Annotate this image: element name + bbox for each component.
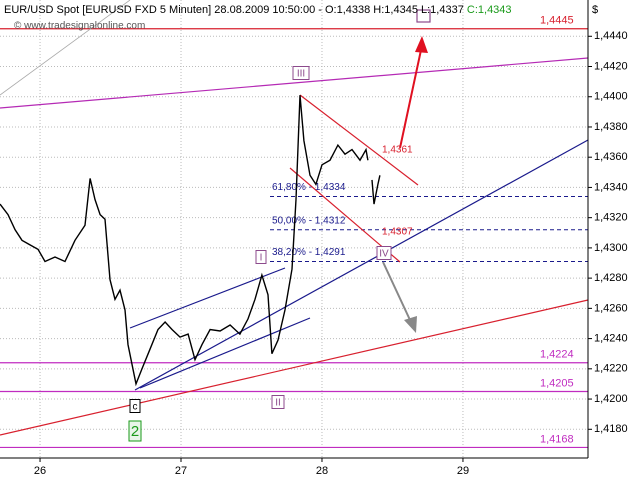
- y-tick-label: 1,4360: [594, 151, 628, 163]
- y-tick-label: 1,4440: [594, 30, 628, 42]
- wave-label: II: [275, 398, 281, 409]
- wave-label: 2: [131, 423, 139, 440]
- y-tick-label: 1,4300: [594, 242, 628, 254]
- y-tick-label: 1,4340: [594, 181, 628, 193]
- level-label: 1,4445: [540, 15, 574, 27]
- trend-line: [0, 0, 131, 96]
- trend-line: [0, 57, 589, 109]
- y-tick-label: 1,4260: [594, 302, 628, 314]
- close-label: C:1,4343: [467, 4, 512, 16]
- wave-label: IV: [379, 249, 389, 260]
- wave-box: [376, 246, 392, 260]
- y-tick-label: 1,4240: [594, 332, 628, 344]
- watermark: © www.tradesignalonline.com: [14, 21, 145, 32]
- trend-line: [134, 139, 589, 391]
- trend-line: [0, 299, 589, 436]
- y-tick-label: 1,4200: [594, 393, 628, 405]
- y-tick-label: 1,4280: [594, 272, 628, 284]
- y-tick-label: 1,4380: [594, 121, 628, 133]
- wave-box: [416, 9, 431, 23]
- x-tick-label: 29: [457, 465, 469, 477]
- level-label: 1,4168: [540, 433, 574, 445]
- price-line: [0, 95, 381, 387]
- trend-lines: [0, 0, 589, 436]
- wave-box: [128, 420, 142, 442]
- fib-label: 38,20% - 1,4291: [272, 247, 346, 258]
- level-label: 1,4205: [540, 377, 574, 389]
- y-tick-label: 1,4400: [594, 91, 628, 103]
- axis-unit: $: [592, 4, 598, 16]
- wave-label: III: [297, 69, 305, 80]
- wave-label: c: [133, 402, 138, 413]
- price-note: 1,4307: [382, 227, 413, 238]
- wave-box: [255, 250, 267, 264]
- wave-label: I: [260, 253, 263, 264]
- x-tick-label: 28: [316, 465, 328, 477]
- chart-title: EUR/USD Spot [EURUSD FXD 5 Minuten] 28.0…: [4, 4, 512, 16]
- trend-line: [299, 94, 419, 186]
- arrow-head: [415, 36, 428, 53]
- trend-line: [129, 267, 286, 329]
- level-label: 1,4224: [540, 349, 574, 361]
- x-tick-label: 26: [34, 465, 46, 477]
- x-tick-label: 27: [175, 465, 187, 477]
- fib-label: 61,80% - 1,4334: [272, 182, 346, 193]
- price-note: 1,4361: [382, 145, 413, 156]
- wave-box: [271, 395, 285, 409]
- title: EUR/USD Spot [EURUSD FXD 5 Minuten] 28.0…: [4, 4, 464, 16]
- wave-box: [129, 399, 141, 413]
- trend-line: [139, 317, 311, 389]
- arrow-head: [404, 316, 417, 333]
- y-tick-label: 1,4420: [594, 60, 628, 72]
- y-tick-label: 1,4320: [594, 212, 628, 224]
- y-tick-label: 1,4180: [594, 423, 628, 435]
- fib-label: 50,00% - 1,4312: [272, 215, 346, 226]
- y-tick-label: 1,4220: [594, 363, 628, 375]
- arrow: [382, 261, 411, 321]
- arrow: [399, 49, 422, 149]
- wave-box: [292, 66, 310, 80]
